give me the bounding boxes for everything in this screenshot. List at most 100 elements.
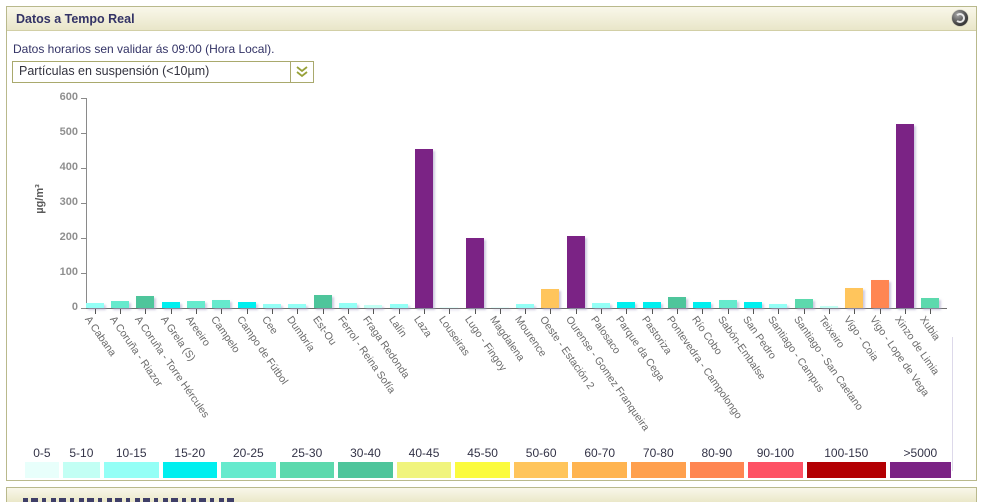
legend-item-swatch bbox=[62, 462, 100, 478]
legend-item: >5000 bbox=[889, 446, 951, 478]
bar bbox=[313, 294, 332, 308]
legend-item-label: >5000 bbox=[903, 446, 938, 460]
refresh-button[interactable] bbox=[952, 10, 968, 26]
bar bbox=[389, 303, 408, 308]
bar bbox=[895, 124, 914, 308]
x-axis-tick bbox=[195, 309, 197, 314]
legend-item-swatch bbox=[338, 462, 393, 478]
legend-item-swatch bbox=[889, 462, 951, 478]
legend-item-label: 10-15 bbox=[115, 446, 147, 460]
x-axis-tick bbox=[550, 309, 552, 314]
subtitle-text: Datos horarios sen validar ás 09:00 (Hor… bbox=[13, 42, 275, 56]
bar bbox=[490, 306, 509, 308]
bar bbox=[819, 305, 838, 308]
x-axis-tick bbox=[651, 309, 653, 314]
x-axis-tick bbox=[601, 309, 603, 314]
legend-item: 90-100 bbox=[748, 446, 803, 478]
chevron-double-down-icon[interactable] bbox=[290, 62, 313, 82]
x-axis-tick bbox=[398, 309, 400, 314]
x-axis-tick bbox=[575, 309, 577, 314]
chart-right-border bbox=[952, 337, 953, 471]
y-axis-tick bbox=[81, 168, 86, 169]
x-axis-tick bbox=[879, 309, 881, 314]
bar bbox=[262, 303, 281, 308]
legend-item-swatch bbox=[162, 462, 218, 478]
x-axis-tick bbox=[94, 309, 96, 314]
x-axis-tick bbox=[347, 309, 349, 314]
x-axis-tick bbox=[474, 309, 476, 314]
y-axis-tick-label: 0 bbox=[71, 301, 78, 313]
legend-item-swatch bbox=[748, 462, 803, 478]
x-axis-tick bbox=[778, 309, 780, 314]
legend-item: 80-90 bbox=[689, 446, 745, 478]
bar bbox=[693, 302, 712, 308]
x-axis-tick bbox=[854, 309, 856, 314]
realtime-data-panel: Datos a Tempo Real Datos horarios sen va… bbox=[6, 6, 977, 481]
legend-item: 15-20 bbox=[162, 446, 218, 478]
legend-item: 70-80 bbox=[631, 446, 686, 478]
bar bbox=[870, 280, 889, 308]
x-axis-tick bbox=[626, 309, 628, 314]
bar bbox=[465, 238, 484, 308]
y-axis-tick bbox=[81, 308, 86, 309]
legend-item: 30-40 bbox=[338, 446, 393, 478]
bar-chart: µg/m³ 0 100 200 300 400 500 600 A Cabana A Coruñ… bbox=[34, 91, 947, 433]
legend-item-label: 70-80 bbox=[642, 446, 674, 460]
legend-item-label: 40-45 bbox=[408, 446, 440, 460]
legend-item-swatch bbox=[572, 462, 627, 478]
legend-item: 5-10 bbox=[62, 446, 100, 478]
x-axis-tick bbox=[677, 309, 679, 314]
bar bbox=[617, 302, 636, 308]
legend-item-swatch bbox=[631, 462, 686, 478]
legend-item: 60-70 bbox=[572, 446, 627, 478]
bar bbox=[718, 300, 737, 308]
x-axis-tick bbox=[499, 309, 501, 314]
x-axis-tick bbox=[727, 309, 729, 314]
y-axis-tick-label: 200 bbox=[59, 231, 78, 243]
legend-item: 20-25 bbox=[221, 446, 276, 478]
bar bbox=[921, 298, 940, 308]
bar bbox=[85, 303, 104, 308]
bar bbox=[642, 302, 661, 308]
bar bbox=[794, 298, 813, 308]
bar bbox=[364, 304, 383, 308]
bar bbox=[414, 148, 433, 308]
x-axis-tick bbox=[753, 309, 755, 314]
legend-item-label: 25-30 bbox=[291, 446, 323, 460]
x-axis-tick bbox=[297, 309, 299, 314]
x-axis-tick bbox=[373, 309, 375, 314]
bar bbox=[845, 287, 864, 308]
x-axis-label: Laza bbox=[411, 314, 434, 340]
x-axis-tick bbox=[145, 309, 147, 314]
x-axis-tick bbox=[904, 309, 906, 314]
legend-item-swatch bbox=[396, 462, 452, 478]
bar bbox=[440, 306, 459, 308]
x-axis-tick bbox=[221, 309, 223, 314]
y-axis-tick bbox=[81, 273, 86, 274]
legend-item-label: 45-50 bbox=[467, 446, 498, 460]
legend-item-swatch bbox=[455, 462, 510, 478]
bar bbox=[212, 300, 231, 308]
y-axis-tick-label: 400 bbox=[59, 161, 78, 173]
legend-item-swatch bbox=[689, 462, 745, 478]
legend-item-swatch bbox=[221, 462, 276, 478]
legend-item-label: 20-25 bbox=[232, 446, 264, 460]
x-axis-label: Lalín bbox=[385, 314, 409, 340]
legend-item-label: 0-5 bbox=[33, 446, 51, 460]
panel-title: Datos a Tempo Real bbox=[16, 11, 135, 26]
x-axis-tick bbox=[702, 309, 704, 314]
y-axis-tick-label: 500 bbox=[59, 126, 78, 138]
bar bbox=[111, 300, 130, 308]
y-axis-tick-label: 100 bbox=[59, 266, 78, 278]
legend-item-swatch bbox=[806, 462, 886, 478]
pollutant-select[interactable]: Partículas en suspensión (<10µm) bbox=[12, 61, 314, 83]
x-axis-tick bbox=[930, 309, 932, 314]
x-axis bbox=[86, 308, 947, 309]
legend-item-label: 60-70 bbox=[584, 446, 616, 460]
bar bbox=[186, 300, 205, 308]
x-axis-tick bbox=[120, 309, 122, 314]
legend-item-label: 5-10 bbox=[69, 446, 94, 460]
y-axis-tick bbox=[81, 203, 86, 204]
legend-item: 40-45 bbox=[396, 446, 452, 478]
x-axis-label: Cee bbox=[259, 314, 280, 337]
